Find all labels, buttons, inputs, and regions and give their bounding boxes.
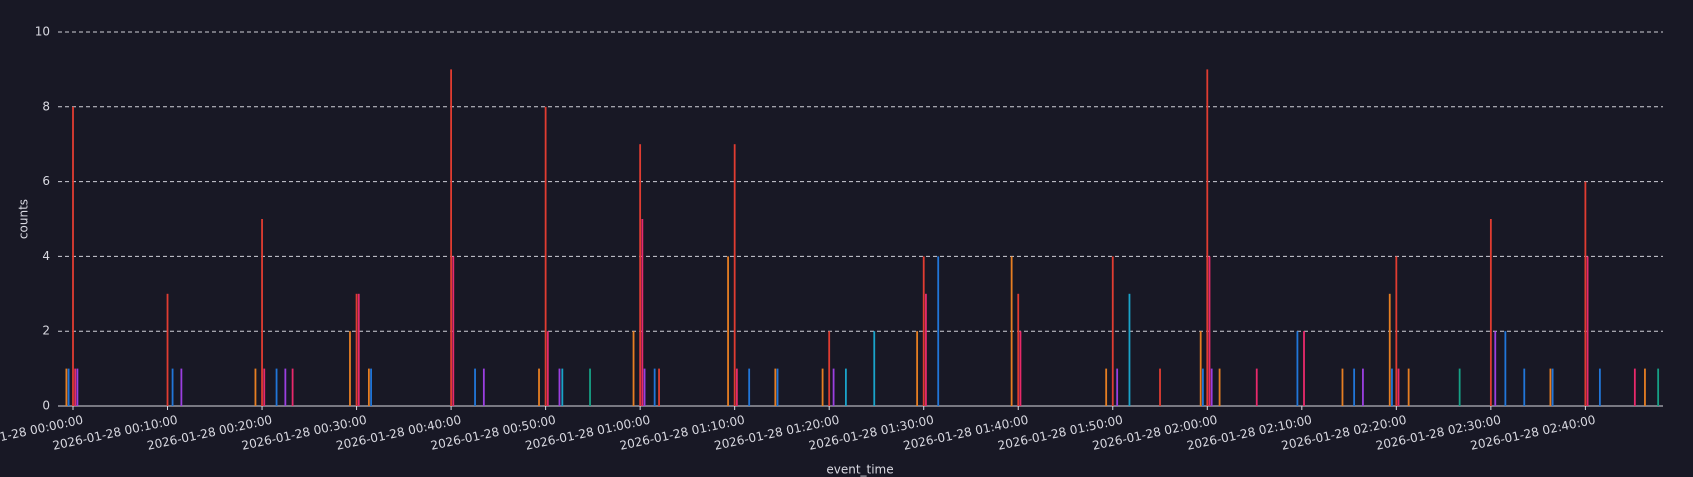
y-tick-label: 0: [42, 399, 50, 413]
bar: [561, 368, 564, 406]
bar: [367, 368, 370, 406]
bar: [925, 293, 927, 406]
bar: [1388, 293, 1391, 406]
bar: [639, 144, 642, 406]
bar: [180, 368, 183, 406]
bar: [1633, 368, 1636, 406]
bar: [828, 331, 831, 406]
bar: [1019, 331, 1022, 406]
y-tick-label: 4: [42, 249, 50, 263]
bar: [261, 219, 263, 406]
bar: [474, 368, 476, 406]
bar: [922, 256, 925, 406]
y-tick-label: 6: [42, 174, 50, 188]
bar: [776, 368, 779, 406]
y-tick-label: 2: [42, 324, 50, 338]
bar: [275, 368, 278, 406]
bar: [355, 293, 358, 406]
bar: [1255, 368, 1258, 406]
bar: [291, 368, 294, 406]
bar: [452, 256, 455, 406]
bar: [546, 331, 549, 406]
bar: [254, 368, 257, 406]
bar: [65, 368, 68, 406]
bar: [821, 368, 824, 406]
bar: [1128, 293, 1131, 406]
bar: [1489, 219, 1492, 406]
bar: [1395, 256, 1398, 406]
bar: [349, 331, 351, 406]
bar: [1201, 368, 1204, 406]
bar: [370, 368, 372, 406]
bar: [1458, 368, 1461, 406]
bar: [74, 368, 77, 406]
bar: [482, 368, 485, 406]
bar: [1551, 368, 1554, 406]
bar: [1407, 368, 1410, 406]
bar: [1208, 256, 1211, 406]
bar: [641, 219, 644, 406]
bar: [748, 368, 751, 406]
bar: [284, 368, 287, 406]
bar: [632, 331, 635, 406]
bar: [1353, 368, 1356, 406]
bar: [643, 368, 646, 406]
bar: [916, 331, 919, 406]
bar: [937, 256, 940, 406]
bar: [774, 368, 777, 406]
bar: [735, 368, 738, 406]
bar: [558, 368, 561, 406]
bar: [1362, 368, 1364, 406]
bar: [1523, 368, 1526, 406]
bar: [589, 368, 591, 406]
y-axis-label: counts: [17, 199, 31, 239]
bar: [171, 368, 174, 406]
bar: [1341, 368, 1344, 406]
bar: [1206, 69, 1209, 407]
bar: [1598, 368, 1601, 406]
x-axis-label: event_time: [826, 463, 893, 477]
bar: [832, 368, 835, 406]
bar: [1010, 256, 1013, 406]
bar: [1584, 181, 1587, 406]
bar: [873, 331, 876, 406]
bar: [1303, 331, 1305, 406]
bar: [1116, 368, 1119, 406]
bar: [1504, 331, 1507, 406]
bar: [1494, 331, 1497, 406]
bar: [357, 293, 360, 406]
bar: [1391, 368, 1393, 406]
bar: [1549, 368, 1552, 406]
bar: [1218, 368, 1221, 406]
bar: [544, 106, 547, 407]
bar: [72, 106, 74, 407]
y-tick-label: 8: [42, 99, 50, 113]
bar: [1657, 368, 1660, 406]
bar: [733, 144, 736, 406]
bar: [1397, 368, 1400, 406]
bar: [166, 293, 169, 406]
bar: [1296, 331, 1299, 406]
bar: [1644, 368, 1646, 406]
bar: [1586, 256, 1589, 406]
bar: [653, 368, 656, 406]
bar: [67, 368, 70, 406]
bar: [1199, 331, 1202, 406]
bar: [658, 368, 660, 406]
bar: [1111, 256, 1114, 406]
bar: [538, 368, 540, 406]
bar: [1017, 293, 1020, 406]
bar: [76, 368, 79, 406]
bar: [844, 368, 847, 406]
bar: [450, 69, 452, 407]
bar: [1105, 368, 1108, 406]
bar: [727, 256, 729, 406]
bar: [263, 368, 266, 406]
bar: [1159, 368, 1161, 406]
y-tick-label: 10: [35, 25, 50, 39]
bar: [1210, 368, 1213, 406]
